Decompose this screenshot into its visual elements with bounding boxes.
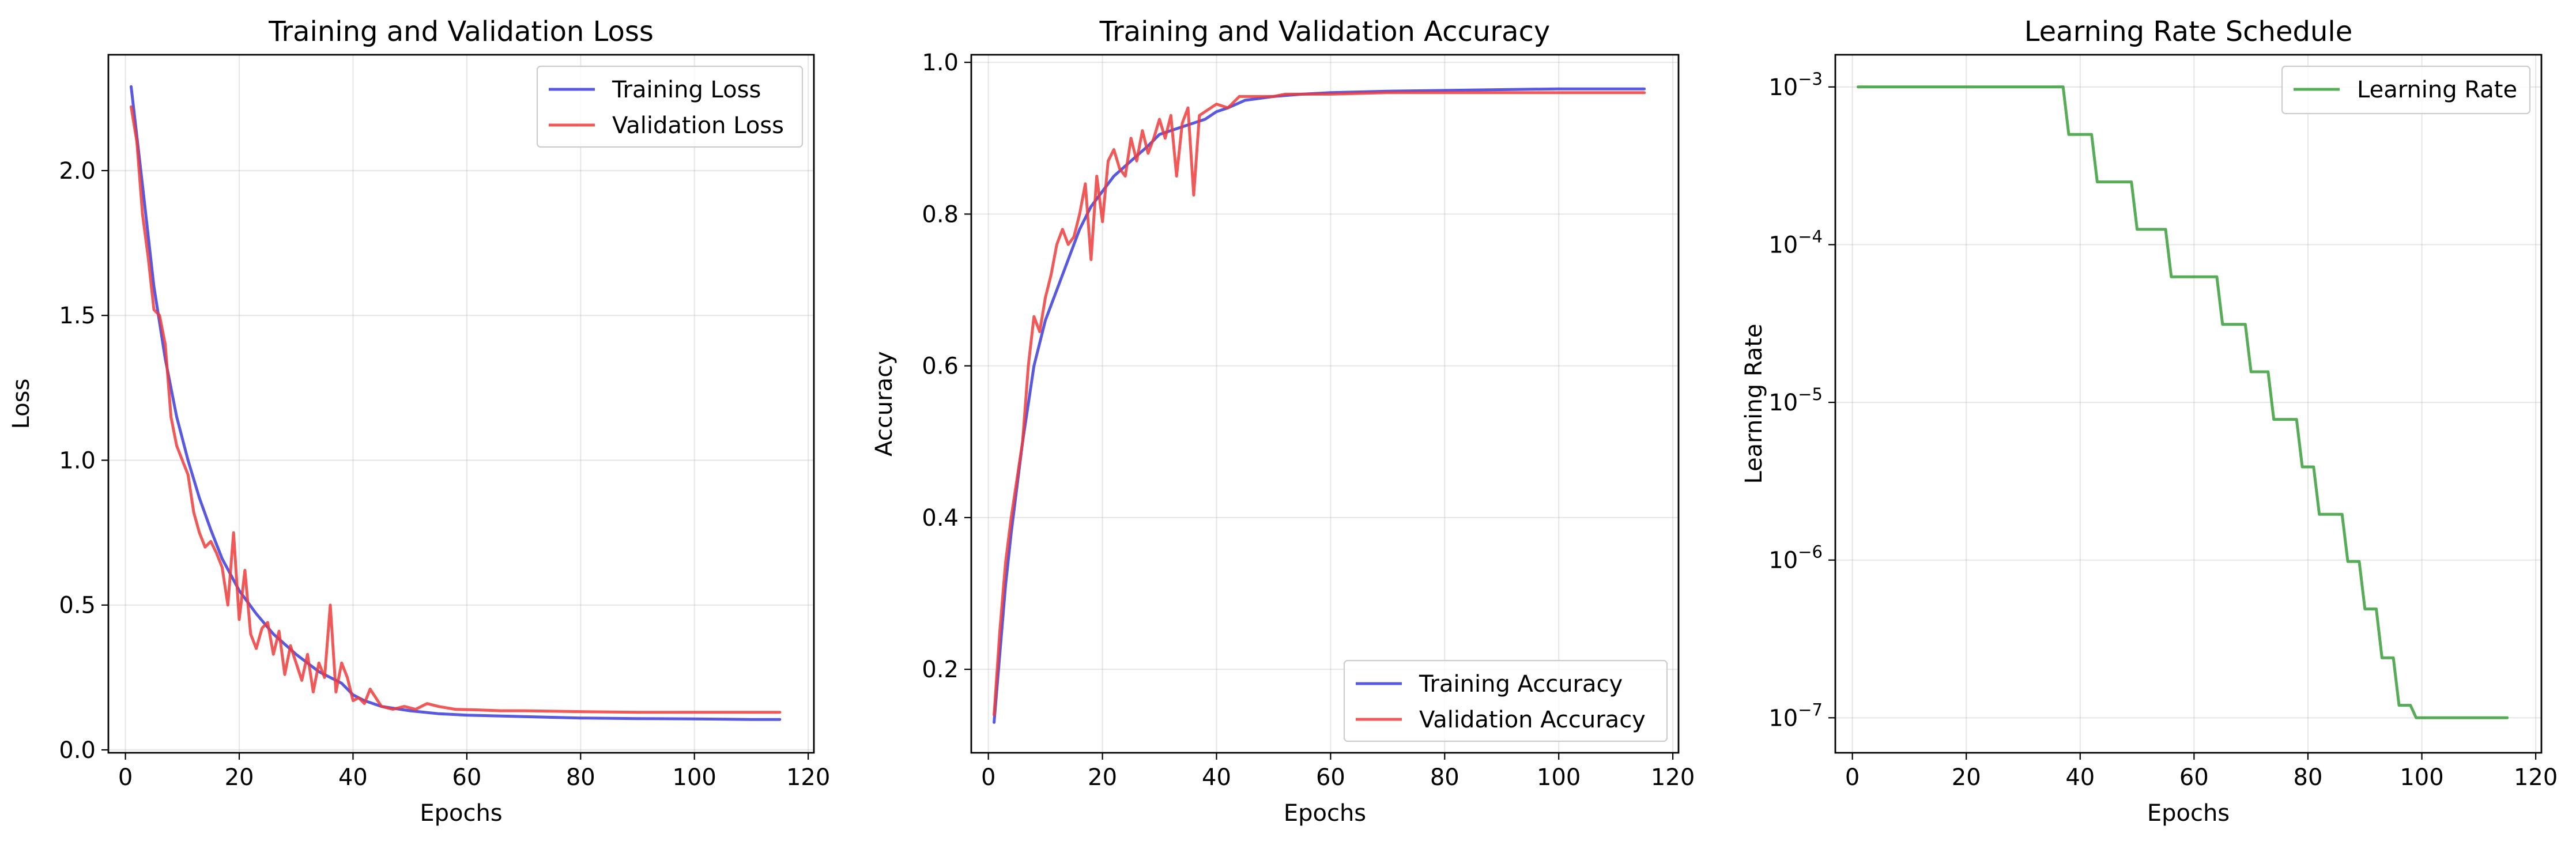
loss-x-tick-label-1: 20 [225, 764, 254, 791]
loss-x-tick-label-2: 40 [338, 764, 368, 791]
loss-legend-box [536, 65, 804, 148]
accuracy-y-tick-label-4: 1.0 [922, 50, 959, 76]
loss-legend-label-training-loss: Training Loss [612, 77, 761, 103]
learning-rate-chart: 0 20 40 60 80 100 120 10−7 10−6 10−5 10−4 10−3 Learn… [1741, 16, 2558, 827]
learning-rate-x-tick-label-4: 80 [2294, 764, 2323, 791]
loss-x-tick-label-5: 100 [673, 764, 716, 791]
accuracy-series-validation-accuracy [993, 91, 1646, 716]
learning-rate-y-tick-label-1: 10−6 [1768, 542, 1823, 574]
accuracy-chart: 0 20 40 60 80 100 120 0.2 0.4 0.6 0.8 1.0 Training a… [871, 16, 1695, 827]
loss-plot-frame [107, 54, 815, 754]
accuracy-plot-frame [970, 54, 1680, 754]
loss-x-tick-label-6: 120 [786, 764, 830, 791]
accuracy-x-tick-label-2: 40 [1202, 764, 1231, 791]
loss-x-axis-label: Epochs [420, 800, 502, 827]
learning-rate-legend: Learning Rate [2281, 65, 2531, 115]
accuracy-series-training-accuracy [993, 87, 1646, 724]
learning-rate-x-tick-label-0: 0 [1845, 764, 1860, 791]
accuracy-y-tick-label-2: 0.6 [922, 353, 959, 380]
loss-y-tick-label-4: 2.0 [59, 158, 96, 184]
learning-rate-chart-title: Learning Rate Schedule [2024, 16, 2353, 48]
accuracy-legend: Training Accuracy Validation Accuracy [1343, 659, 1668, 742]
loss-y-tick-label-0: 0.0 [59, 737, 96, 764]
learning-rate-x-tick-label-3: 60 [2179, 764, 2209, 791]
accuracy-x-axis-label: Epochs [1284, 800, 1366, 827]
learning-rate-y-tick-label-0: 10−7 [1768, 700, 1823, 731]
learning-rate-x-tick-label-6: 120 [2514, 764, 2558, 791]
learning-rate-series-learning-rate [1857, 85, 2509, 719]
learning-rate-y-tick-label-3: 10−4 [1768, 227, 1823, 258]
accuracy-y-tick-label-3: 0.8 [922, 201, 959, 228]
learning-rate-x-tick-label-2: 40 [2065, 764, 2095, 791]
accuracy-y-tick-label-1: 0.4 [922, 505, 959, 531]
accuracy-legend-label-training-accuracy: Training Accuracy [1419, 671, 1623, 697]
learning-rate-legend-box [2281, 65, 2531, 115]
accuracy-y-tick-label-0: 0.2 [922, 657, 959, 683]
loss-y-axis-label: Loss [8, 379, 35, 429]
loss-x-tick-label-4: 80 [566, 764, 595, 791]
learning-rate-y-tick-label-4: 10−3 [1768, 69, 1823, 101]
accuracy-y-axis-label: Accuracy [871, 351, 897, 457]
accuracy-x-tick-label-4: 80 [1430, 764, 1459, 791]
accuracy-chart-title: Training and Validation Accuracy [1099, 16, 1551, 48]
loss-y-tick-label-1: 0.5 [59, 593, 96, 619]
accuracy-legend-box [1343, 659, 1668, 742]
learning-rate-x-axis-label: Epochs [2147, 800, 2230, 827]
loss-legend-label-validation-loss: Validation Loss [612, 112, 784, 139]
accuracy-legend-label-validation-accuracy: Validation Accuracy [1419, 707, 1646, 733]
loss-y-tick-label-3: 1.5 [59, 303, 96, 329]
accuracy-x-tick-label-3: 60 [1316, 764, 1345, 791]
accuracy-x-tick-label-1: 20 [1088, 764, 1117, 791]
learning-rate-x-tick-label-1: 20 [1952, 764, 1981, 791]
learning-rate-y-tick-label-2: 10−5 [1768, 384, 1823, 416]
accuracy-x-tick-label-0: 0 [981, 764, 995, 791]
loss-series-validation-loss [130, 105, 782, 714]
learning-rate-plot-frame [1834, 54, 2543, 754]
loss-chart: 0 20 40 60 80 100 120 0.0 0.5 1.0 1.5 2.0 Training a… [8, 16, 830, 827]
loss-y-tick-label-2: 1.0 [59, 447, 96, 474]
accuracy-x-tick-label-5: 100 [1537, 764, 1581, 791]
learning-rate-y-axis-label: Learning Rate [1741, 323, 1767, 484]
loss-series-training-loss [130, 85, 782, 721]
loss-x-tick-label-3: 60 [452, 764, 481, 791]
loss-legend: Training Loss Validation Loss [536, 65, 804, 148]
loss-x-tick-label-0: 0 [118, 764, 133, 791]
learning-rate-legend-label-learning-rate: Learning Rate [2357, 77, 2517, 103]
learning-rate-x-tick-label-5: 100 [2400, 764, 2443, 791]
accuracy-x-tick-label-6: 120 [1651, 764, 1695, 791]
loss-chart-title: Training and Validation Loss [268, 16, 654, 48]
